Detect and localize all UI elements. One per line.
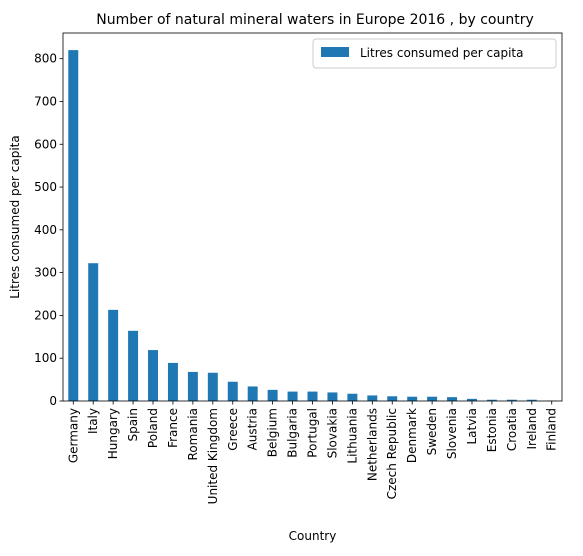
bar — [327, 392, 337, 401]
bar — [447, 397, 457, 401]
bar — [427, 397, 437, 401]
x-tick-label: Italy — [86, 408, 100, 434]
x-axis: Germany Italy Hungary Spain Poland France Roma… — [66, 401, 558, 504]
bar — [288, 392, 298, 401]
bar — [228, 382, 238, 401]
x-tick-label: France — [166, 408, 180, 448]
x-tick-label: Hungary — [106, 408, 120, 459]
x-tick-label: Slovenia — [445, 408, 459, 459]
x-tick-label: Finland — [545, 408, 559, 451]
x-tick-label: Slovakia — [325, 408, 339, 458]
bar — [248, 386, 258, 401]
x-tick-label: Spain — [126, 408, 140, 442]
y-axis: 0 100 200 300 400 500 600 700 800 — [34, 52, 63, 408]
y-tick-label: 600 — [34, 137, 57, 151]
y-tick-label: 300 — [34, 266, 57, 280]
x-tick-label: United Kingdom — [206, 408, 220, 504]
bar — [148, 350, 158, 401]
x-tick-label: Ireland — [525, 408, 539, 450]
bar — [308, 392, 318, 401]
x-tick-label: Germany — [66, 408, 80, 463]
bar — [68, 50, 78, 401]
bar — [188, 372, 198, 401]
y-tick-label: 500 — [34, 180, 57, 194]
y-tick-label: 800 — [34, 52, 57, 66]
x-tick-label: Lithuania — [345, 408, 359, 464]
y-tick-label: 100 — [34, 351, 57, 365]
x-tick-label: Bulgaria — [286, 408, 300, 458]
bar — [407, 397, 417, 401]
x-tick-label: Sweden — [425, 408, 439, 455]
bar — [88, 263, 98, 401]
chart-title: Number of natural mineral waters in Euro… — [96, 12, 533, 28]
x-tick-label: Czech Republic — [385, 408, 399, 499]
x-tick-label: Austria — [246, 408, 260, 450]
bar — [387, 396, 397, 401]
y-axis-label: Litres consumed per capita — [8, 135, 22, 298]
x-tick-label: Belgium — [266, 408, 280, 457]
bar — [347, 394, 357, 401]
x-tick-label: Poland — [146, 408, 160, 448]
x-tick-label: Netherlands — [365, 408, 379, 481]
y-tick-label: 400 — [34, 223, 57, 237]
bar — [168, 363, 178, 401]
x-tick-label: Estonia — [485, 408, 499, 452]
x-tick-label: Latvia — [465, 408, 479, 445]
bar — [128, 331, 138, 401]
x-tick-label: Greece — [226, 408, 240, 451]
y-tick-label: 0 — [49, 394, 57, 408]
x-tick-label: Portugal — [306, 408, 320, 458]
x-tick-label: Romania — [186, 408, 200, 460]
y-tick-label: 700 — [34, 94, 57, 108]
y-tick-label: 200 — [34, 308, 57, 322]
bar — [367, 395, 377, 401]
legend-label: Litres consumed per capita — [360, 46, 523, 60]
bar — [208, 373, 218, 401]
bar — [268, 390, 278, 401]
legend: Litres consumed per capita — [313, 39, 556, 68]
bar-series — [68, 50, 556, 401]
x-tick-label: Croatia — [505, 408, 519, 451]
x-tick-label: Denmark — [405, 408, 419, 463]
legend-swatch — [321, 47, 349, 57]
bar — [108, 310, 118, 401]
x-axis-label: Country — [289, 529, 337, 543]
